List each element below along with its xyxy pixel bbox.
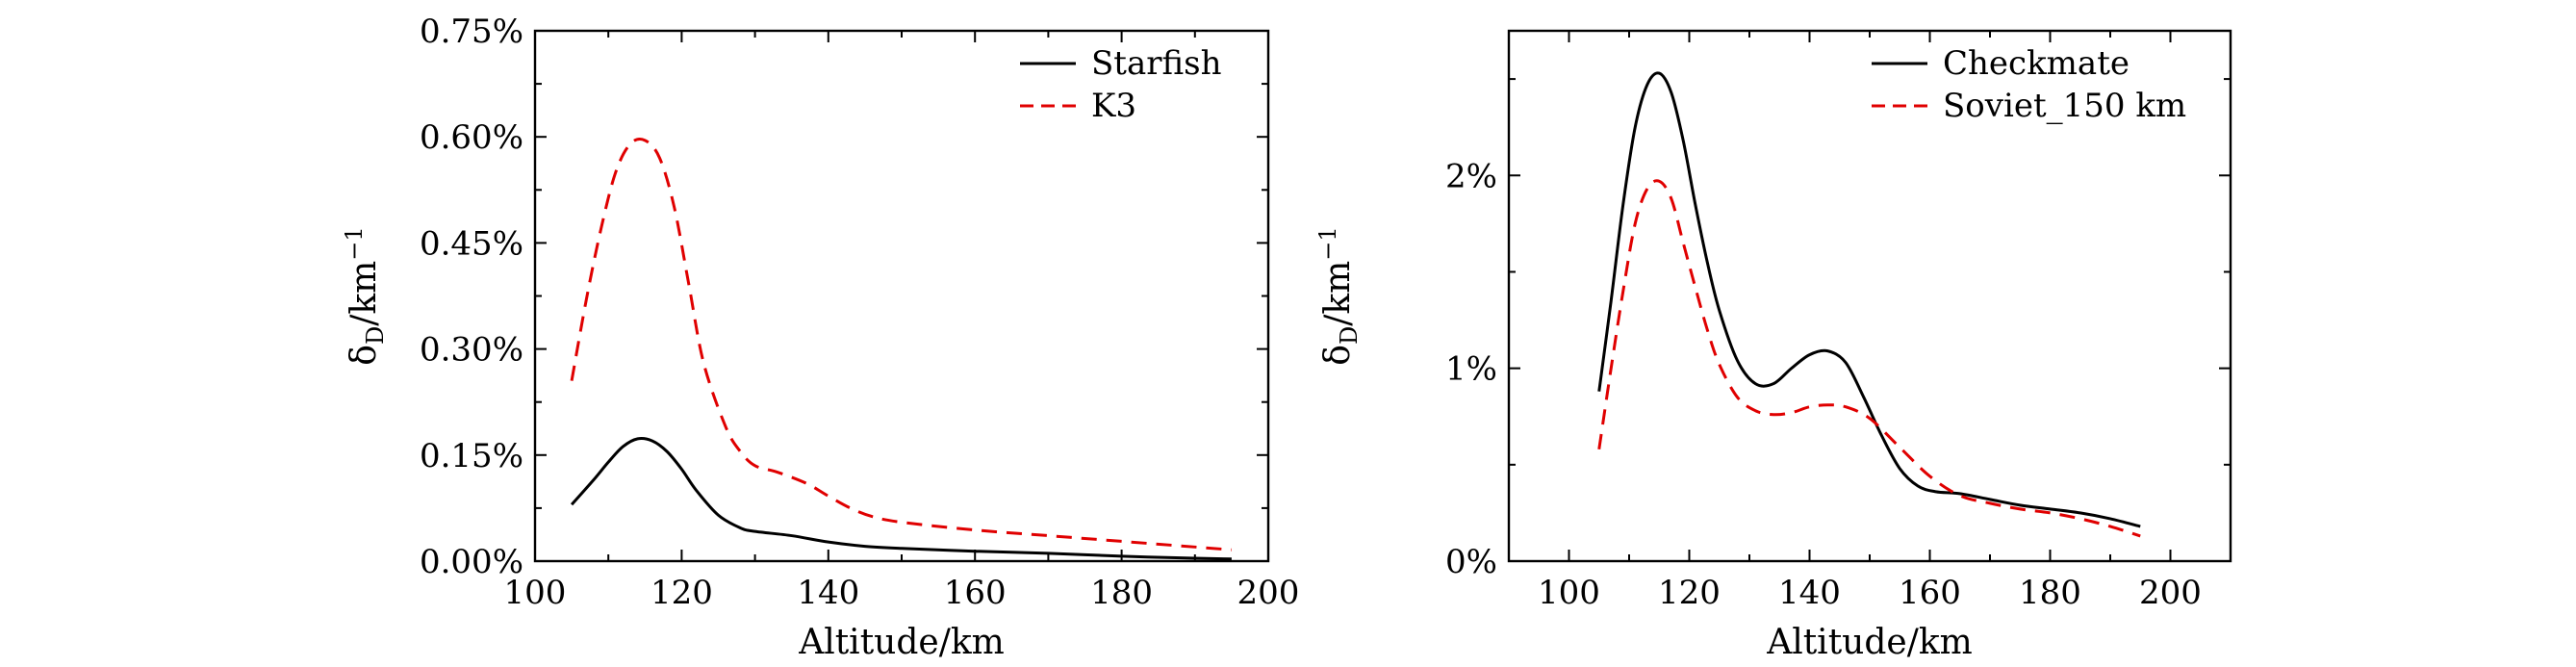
legend-label: Soviet_150 km bbox=[1943, 87, 2186, 125]
legend-label: Starfish bbox=[1091, 44, 1222, 83]
y-axis-label-subscript: D bbox=[1336, 326, 1363, 345]
chart-left: 100 120 140 160 180 200 0.00% 0.15% 0.30% 0.45% 0.… bbox=[341, 13, 1299, 662]
y-axis-label-superscript: −1 bbox=[1314, 226, 1341, 260]
y-axis-label-superscript: −1 bbox=[341, 226, 368, 260]
x-tick-label: 180 bbox=[2019, 574, 2081, 612]
y-axis-label-subscript: D bbox=[362, 326, 389, 345]
y-tick-label: 0.45% bbox=[420, 224, 523, 263]
y-axis-label-unit: /km bbox=[1318, 261, 1358, 326]
y-tick-label: 0% bbox=[1445, 543, 1497, 581]
series-line-soviet-150-km bbox=[1597, 179, 2141, 538]
x-tick-label: 200 bbox=[2139, 574, 2202, 612]
y-axis-label: δD/km−1 bbox=[1314, 226, 1363, 365]
y-tick-label: 0.00% bbox=[420, 543, 523, 581]
x-tick-label: 180 bbox=[1090, 574, 1153, 612]
x-tick-label: 140 bbox=[1778, 574, 1841, 612]
plot-frame bbox=[533, 29, 1270, 563]
x-tick-label: 140 bbox=[797, 574, 859, 612]
y-tick-label: 0.15% bbox=[420, 437, 523, 475]
y-axis-label-symbol: δ bbox=[344, 345, 384, 366]
legend-label: K3 bbox=[1091, 87, 1136, 125]
chart-right: 100 120 140 160 180 200 0% 1% 2% Altitude/km δD/km… bbox=[1314, 29, 2232, 662]
x-axis-label: Altitude/km bbox=[798, 623, 1005, 662]
y-tick-label: 0.60% bbox=[420, 118, 523, 157]
x-tick-label: 100 bbox=[1538, 574, 1600, 612]
y-tick-label: 0.75% bbox=[420, 13, 523, 51]
x-tick-label: 100 bbox=[504, 574, 567, 612]
x-tick-label: 120 bbox=[650, 574, 713, 612]
series-line-checkmate bbox=[1597, 71, 2141, 528]
x-tick-label: 160 bbox=[1899, 574, 1961, 612]
series-line-starfish bbox=[570, 437, 1232, 561]
y-axis-label-symbol: δ bbox=[1318, 345, 1358, 366]
x-axis-label: Altitude/km bbox=[1766, 623, 1973, 662]
y-axis-label-unit: /km bbox=[344, 261, 384, 326]
y-tick-label: 0.30% bbox=[420, 331, 523, 370]
y-axis-label: δD/km−1 bbox=[341, 226, 389, 365]
legend-label: Checkmate bbox=[1943, 44, 2130, 83]
y-tick-label: 1% bbox=[1445, 350, 1497, 389]
x-tick-label: 120 bbox=[1658, 574, 1721, 612]
x-tick-label: 200 bbox=[1237, 574, 1300, 612]
x-tick-label: 160 bbox=[944, 574, 1007, 612]
series-line-k3 bbox=[570, 138, 1233, 552]
y-tick-label: 2% bbox=[1445, 157, 1497, 195]
